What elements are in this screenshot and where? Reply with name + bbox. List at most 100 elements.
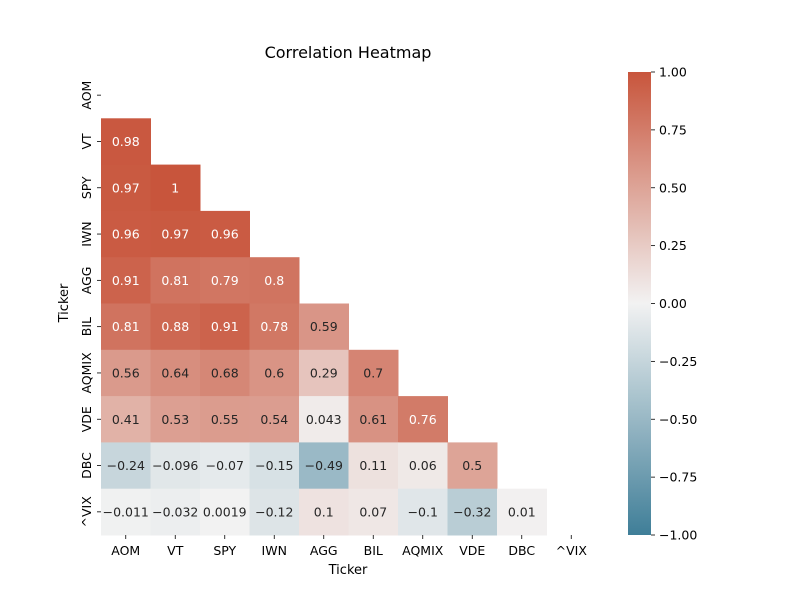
colorbar-ticks: 1.00 0.75 0.50 0.25 0.00 −0.25 −0.50 −0.75 −1.00 [651,65,697,543]
heatmap-cell-label: 0.01 [508,504,536,519]
heatmap-cell [150,396,201,443]
heatmap-cell-label: 0.91 [211,319,239,334]
heatmap-cell-label: 0.91 [112,273,140,288]
heatmap-cell [299,396,349,443]
heatmap-cell [101,210,151,258]
x-tick-label: VDE [459,543,485,558]
heatmap-cell-label: 0.81 [161,273,189,288]
heatmap-cell [299,488,349,536]
colorbar-tick-label: 0.75 [659,122,687,137]
heatmap-cell-label: 0.07 [359,504,387,519]
heatmap-cell [200,442,250,490]
colorbar-tick-label: −1.00 [659,528,697,543]
heatmap-cell-label: 0.55 [211,412,239,427]
heatmap-cell [249,442,300,490]
heatmap-cell-label: 0.96 [211,227,239,242]
x-tick-label: AGG [310,543,338,558]
heatmap-cell [398,488,448,536]
heatmap-cell-label: 0.0019 [203,504,247,519]
heatmap-cell [101,396,151,443]
heatmap-cell-label: 0.64 [161,365,189,380]
heatmap-cell-label: −0.1 [408,504,438,519]
heatmap-cell [200,349,250,397]
x-tick-label: IWN [262,543,287,558]
x-tick-label: DBC [508,543,535,558]
heatmap-cells [101,118,547,536]
heatmap-cell [299,303,349,351]
heatmap-cell [101,257,151,304]
heatmap-cell-label: 0.7 [363,365,383,380]
heatmap-cell [497,488,547,536]
y-tick-label: VT [79,133,94,150]
heatmap-cell-label: −0.096 [152,458,198,473]
y-tick-label: BIL [79,317,94,336]
heatmap-cell-label: −0.49 [305,458,343,473]
y-tick-label: ^VIX [79,496,94,528]
heatmap-cell [200,210,250,258]
y-tick-label: AGG [79,266,94,294]
heatmap-cell-label: 0.79 [211,273,239,288]
heatmap-cell-label: −0.15 [255,458,293,473]
heatmap-cell [101,349,151,397]
heatmap-cell-label: 0.97 [112,180,140,195]
heatmap-cell [150,349,201,397]
y-tick-label: IWN [79,221,94,246]
heatmap-cell [101,442,151,490]
heatmap-cell [150,257,201,304]
x-tick-label: AQMIX [402,543,444,558]
heatmap-cell-label: 1 [171,180,179,195]
heatmap-cell [200,396,250,443]
heatmap-cell [348,442,399,490]
heatmap-cell [249,488,300,536]
heatmap-cell [348,396,399,443]
heatmap-cell-label: 0.06 [409,458,437,473]
heatmap-cell [101,164,151,212]
heatmap-cell [249,396,300,443]
colorbar-tick-label: −0.75 [659,470,697,485]
heatmap-cell-label: 0.78 [260,319,288,334]
heatmap-cell [249,303,300,351]
heatmap-cell-label: 0.41 [112,412,140,427]
heatmap-cell [150,442,201,490]
heatmap-cell [299,442,349,490]
heatmap-cell [398,442,448,490]
x-axis-ticks: AOM VT SPY IWN AGG BIL AQMIX VDE DBC ^VIX [111,535,587,558]
y-tick-label: DBC [79,452,94,479]
heatmap-cell-label: 0.29 [310,365,338,380]
colorbar-tick-label: 0.00 [659,296,687,311]
heatmap-cell [348,488,399,536]
heatmap-cell [299,349,349,397]
colorbar-tick-label: −0.25 [659,354,697,369]
heatmap-cell-label: −0.12 [255,504,293,519]
heatmap-cell-label: −0.24 [107,458,145,473]
heatmap-cell [249,349,300,397]
heatmap-cell [150,303,201,351]
heatmap-cell-label: 0.1 [314,504,334,519]
heatmap-cell [249,257,300,304]
heatmap-cell [101,303,151,351]
heatmap-cell [398,396,448,443]
heatmap-cell-label: 0.68 [211,365,239,380]
chart-title: Correlation Heatmap [265,43,432,62]
heatmap-cell-label: 0.97 [161,227,189,242]
colorbar [628,72,651,535]
x-tick-label: SPY [213,543,236,558]
heatmap-cell-label: 0.61 [359,412,387,427]
heatmap-cell-label: 0.56 [112,365,140,380]
heatmap-cell-label: −0.32 [453,504,491,519]
heatmap-cell-label: 0.11 [359,458,387,473]
y-tick-label: SPY [79,176,94,199]
y-tick-label: VDE [79,406,94,432]
heatmap-cell [101,488,151,536]
heatmap-cell-label: 0.96 [112,227,140,242]
heatmap-cell-label: −0.032 [152,504,198,519]
heatmap-cell [348,349,399,397]
heatmap-cell [447,442,498,490]
heatmap-cell [150,164,201,212]
heatmap-cell-label: 0.8 [264,273,284,288]
heatmap-cell [200,488,250,536]
heatmap-cell-label: 0.59 [310,319,338,334]
heatmap-cell-label: 0.6 [264,365,284,380]
heatmap-cell [101,118,151,166]
heatmap-cell-label: 0.53 [161,412,189,427]
